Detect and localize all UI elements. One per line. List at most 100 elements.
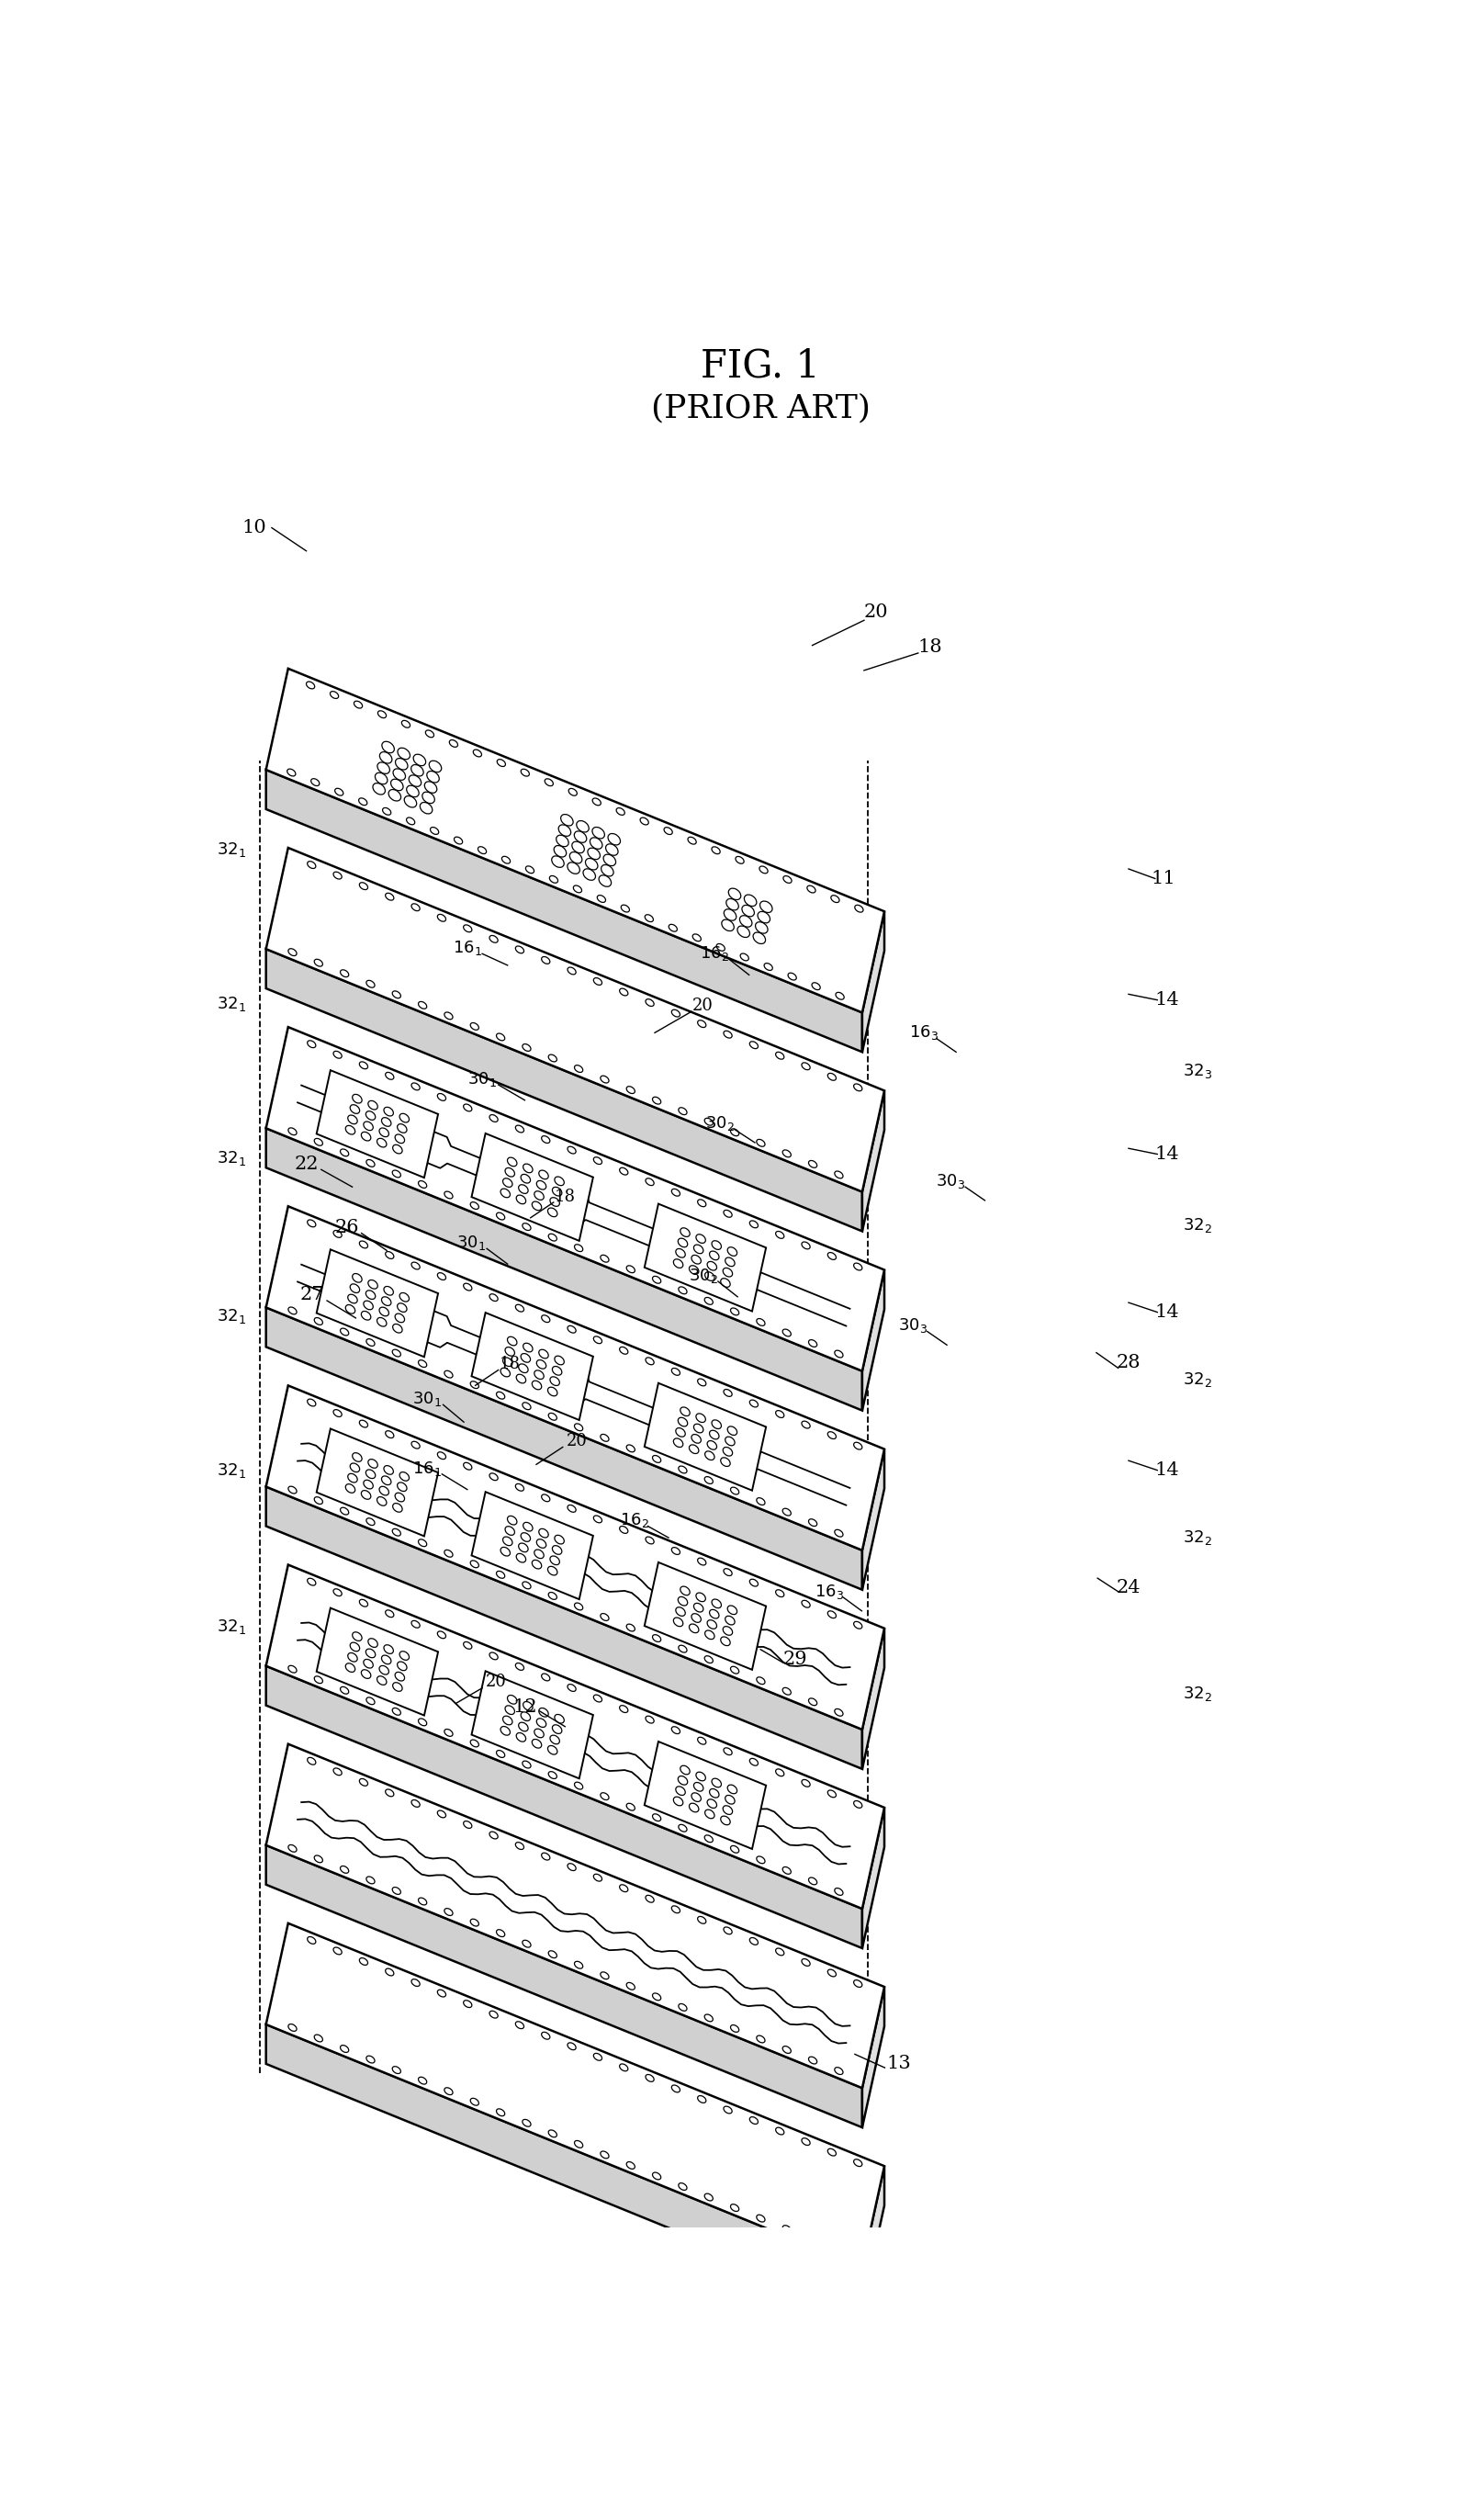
Ellipse shape	[749, 1399, 758, 1407]
Ellipse shape	[678, 1825, 687, 1832]
Ellipse shape	[757, 1319, 764, 1327]
Ellipse shape	[408, 776, 421, 786]
Ellipse shape	[411, 1084, 420, 1091]
Ellipse shape	[749, 1041, 758, 1049]
Ellipse shape	[583, 869, 595, 881]
Ellipse shape	[567, 1146, 576, 1154]
Ellipse shape	[697, 1021, 706, 1026]
Ellipse shape	[828, 1074, 835, 1081]
Ellipse shape	[705, 1452, 714, 1459]
Polygon shape	[266, 1026, 884, 1372]
Ellipse shape	[390, 778, 404, 791]
Ellipse shape	[508, 1695, 516, 1705]
Ellipse shape	[574, 2140, 583, 2148]
Ellipse shape	[393, 1504, 402, 1512]
Ellipse shape	[739, 916, 752, 926]
Text: 26: 26	[334, 1219, 359, 1236]
Ellipse shape	[724, 1927, 732, 1935]
Polygon shape	[862, 1091, 884, 1231]
Ellipse shape	[367, 2055, 375, 2062]
Ellipse shape	[392, 1171, 401, 1176]
Ellipse shape	[548, 1567, 558, 1574]
Ellipse shape	[537, 1539, 546, 1547]
Ellipse shape	[470, 1920, 479, 1927]
Ellipse shape	[496, 1750, 505, 1757]
Ellipse shape	[470, 1559, 479, 1567]
Ellipse shape	[709, 1429, 720, 1439]
Ellipse shape	[549, 1234, 556, 1241]
Ellipse shape	[444, 2088, 453, 2095]
Ellipse shape	[551, 1735, 559, 1745]
Ellipse shape	[828, 1970, 835, 1977]
Polygon shape	[644, 1204, 766, 1312]
Text: 24: 24	[1116, 1579, 1141, 1597]
Ellipse shape	[398, 748, 410, 758]
Ellipse shape	[574, 1962, 583, 1967]
Ellipse shape	[554, 846, 567, 856]
Ellipse shape	[521, 1712, 530, 1722]
Ellipse shape	[395, 1492, 405, 1502]
Ellipse shape	[853, 1264, 862, 1269]
Ellipse shape	[776, 1947, 784, 1955]
Ellipse shape	[347, 1294, 358, 1304]
Ellipse shape	[730, 1667, 739, 1675]
Ellipse shape	[386, 1609, 393, 1617]
Ellipse shape	[438, 1452, 445, 1459]
Ellipse shape	[555, 1176, 564, 1186]
Ellipse shape	[402, 721, 410, 728]
Ellipse shape	[438, 1094, 445, 1101]
Ellipse shape	[567, 2042, 576, 2050]
Ellipse shape	[521, 768, 530, 776]
Ellipse shape	[426, 731, 433, 738]
Ellipse shape	[723, 1805, 733, 1815]
Ellipse shape	[721, 1637, 730, 1644]
Ellipse shape	[730, 1129, 739, 1136]
Ellipse shape	[749, 1760, 758, 1765]
Ellipse shape	[604, 854, 616, 866]
Ellipse shape	[743, 894, 757, 906]
Text: $16_2$: $16_2$	[700, 944, 729, 964]
Polygon shape	[266, 849, 884, 1191]
Ellipse shape	[551, 1196, 559, 1206]
Ellipse shape	[696, 1414, 705, 1422]
Text: $30_3$: $30_3$	[898, 1317, 928, 1334]
Ellipse shape	[384, 1644, 393, 1654]
Ellipse shape	[389, 788, 401, 801]
Ellipse shape	[531, 1740, 542, 1747]
Ellipse shape	[404, 796, 417, 808]
Ellipse shape	[542, 2032, 551, 2040]
Ellipse shape	[712, 1599, 721, 1607]
Ellipse shape	[384, 1287, 393, 1294]
Ellipse shape	[398, 1662, 407, 1670]
Polygon shape	[472, 1134, 594, 1241]
Ellipse shape	[678, 1644, 687, 1652]
Ellipse shape	[367, 1649, 375, 1657]
Ellipse shape	[454, 836, 463, 844]
Ellipse shape	[705, 1297, 712, 1304]
Ellipse shape	[709, 1609, 720, 1619]
Ellipse shape	[307, 1041, 316, 1049]
Ellipse shape	[377, 1497, 386, 1507]
Ellipse shape	[531, 1382, 542, 1389]
Ellipse shape	[697, 1917, 706, 1925]
Ellipse shape	[601, 1614, 608, 1619]
Ellipse shape	[828, 1432, 835, 1439]
Ellipse shape	[340, 2045, 349, 2052]
Ellipse shape	[503, 1537, 512, 1544]
Ellipse shape	[708, 1262, 717, 1272]
Ellipse shape	[653, 1277, 660, 1284]
Ellipse shape	[712, 1419, 721, 1429]
Ellipse shape	[782, 2225, 791, 2233]
Ellipse shape	[678, 1417, 687, 1427]
Text: 28: 28	[1116, 1354, 1141, 1372]
Ellipse shape	[835, 991, 844, 999]
Ellipse shape	[724, 1209, 732, 1216]
Ellipse shape	[594, 2052, 603, 2060]
Ellipse shape	[307, 861, 316, 869]
Polygon shape	[316, 1249, 438, 1357]
Ellipse shape	[350, 1284, 359, 1294]
Ellipse shape	[705, 1835, 712, 1842]
Text: $16_3$: $16_3$	[815, 1582, 844, 1602]
Ellipse shape	[705, 2015, 712, 2022]
Ellipse shape	[619, 2065, 628, 2070]
